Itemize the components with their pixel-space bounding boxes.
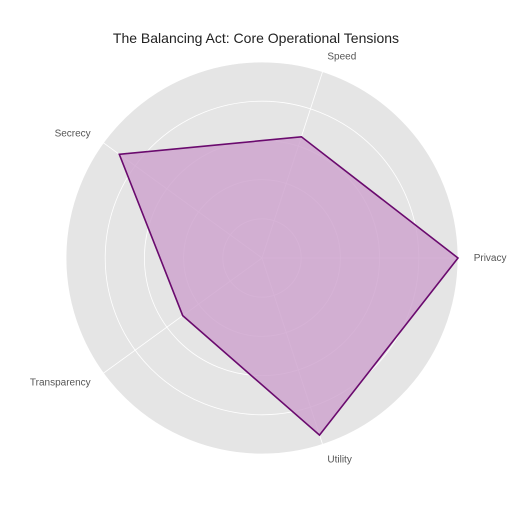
axis-label-secrecy: Secrecy	[55, 129, 91, 140]
axis-labels: Privacy Speed Secrecy Transparency Utility	[30, 52, 507, 466]
axis-label-transparency: Transparency	[30, 377, 91, 388]
chart-title: The Balancing Act: Core Operational Tens…	[112, 30, 400, 46]
data-polygon	[118, 135, 460, 437]
axis-label-privacy: Privacy	[474, 253, 507, 264]
radar-series	[118, 135, 460, 437]
axis-label-utility: Utility	[327, 454, 351, 465]
axis-label-speed: Speed	[327, 52, 356, 63]
